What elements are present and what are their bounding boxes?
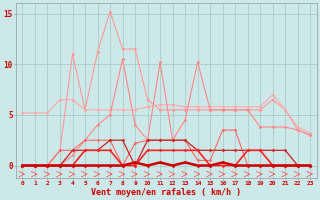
X-axis label: Vent moyen/en rafales ( km/h ): Vent moyen/en rafales ( km/h ) (92, 188, 241, 197)
